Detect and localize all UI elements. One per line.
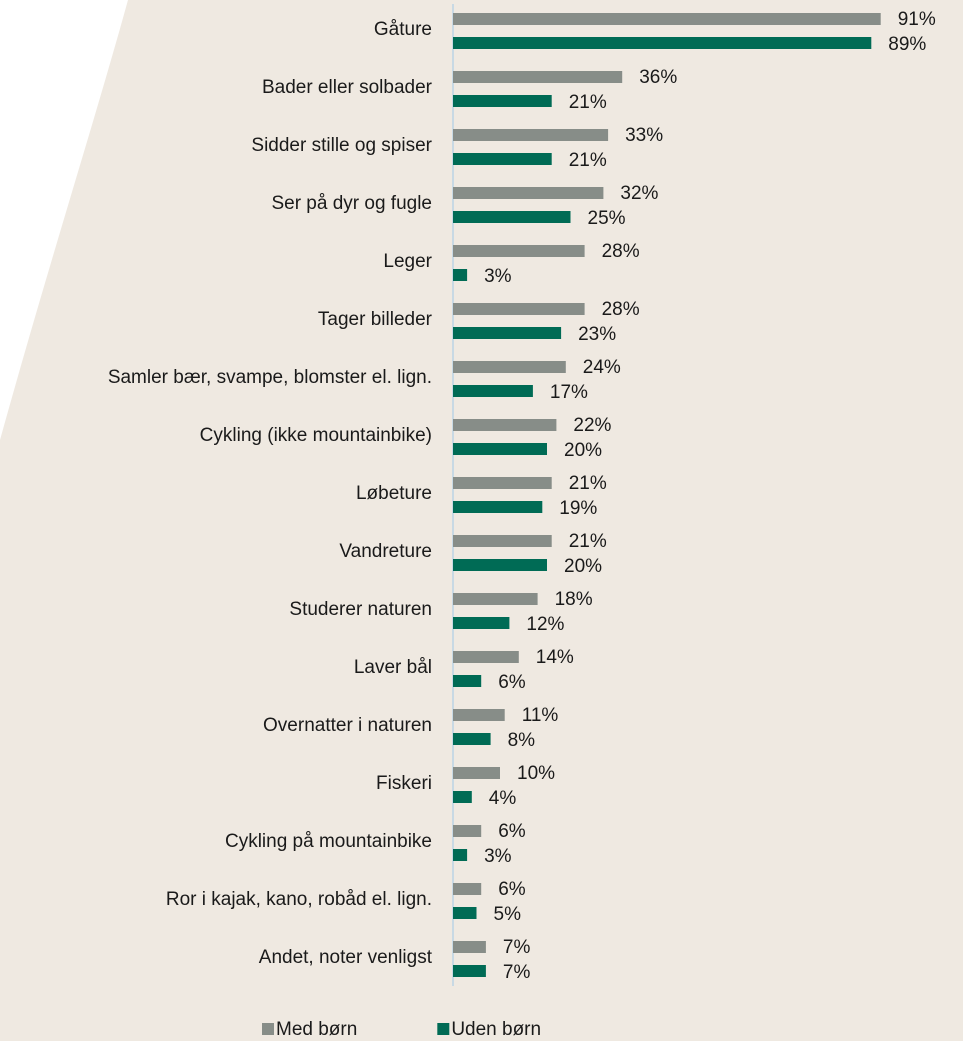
bar bbox=[453, 95, 552, 107]
bar bbox=[453, 37, 872, 49]
value-label: 8% bbox=[508, 730, 536, 751]
legend-label: Med børn bbox=[276, 1019, 357, 1040]
bar bbox=[453, 385, 533, 397]
category-label: Andet, noter venligst bbox=[259, 947, 433, 968]
category-label: Ser på dyr og fugle bbox=[271, 193, 432, 214]
category-label: Tager billeder bbox=[318, 309, 433, 330]
legend-swatch bbox=[437, 1023, 450, 1035]
value-label: 91% bbox=[898, 9, 936, 30]
value-label: 28% bbox=[602, 299, 640, 320]
bar bbox=[453, 245, 585, 257]
bar bbox=[453, 941, 486, 953]
category-label: Cykling (ikke mountainbike) bbox=[200, 425, 432, 446]
bar bbox=[453, 849, 468, 861]
value-label: 7% bbox=[503, 962, 531, 983]
bar bbox=[453, 825, 482, 837]
value-label: 7% bbox=[503, 937, 531, 958]
bar bbox=[453, 129, 609, 141]
value-label: 28% bbox=[602, 241, 640, 262]
legend-label: Uden børn bbox=[451, 1019, 541, 1040]
value-label: 32% bbox=[620, 183, 658, 204]
value-label: 21% bbox=[569, 531, 607, 552]
value-label: 21% bbox=[569, 473, 607, 494]
category-label: Sidder stille og spiser bbox=[251, 135, 432, 156]
bar bbox=[453, 907, 477, 919]
value-label: 21% bbox=[569, 92, 607, 113]
category-label: Ror i kajak, kano, robåd el. lign. bbox=[166, 889, 432, 910]
value-label: 89% bbox=[888, 34, 926, 55]
category-label: Bader eller solbader bbox=[262, 77, 433, 98]
bar bbox=[453, 443, 547, 455]
category-label: Studerer naturen bbox=[289, 599, 432, 620]
bar bbox=[453, 535, 552, 547]
value-label: 4% bbox=[489, 788, 517, 809]
bar bbox=[453, 733, 491, 745]
value-label: 5% bbox=[494, 904, 522, 925]
value-label: 6% bbox=[498, 672, 526, 693]
bar bbox=[453, 477, 552, 489]
value-label: 33% bbox=[625, 125, 663, 146]
category-label: Cykling på mountainbike bbox=[225, 831, 432, 852]
value-label: 23% bbox=[578, 324, 616, 345]
value-label: 22% bbox=[573, 415, 611, 436]
category-label: Vandreture bbox=[339, 541, 432, 562]
legend-swatch bbox=[262, 1023, 274, 1035]
bar bbox=[453, 767, 500, 779]
bar bbox=[453, 651, 519, 663]
bar bbox=[453, 187, 604, 199]
value-label: 18% bbox=[555, 589, 593, 610]
bar bbox=[453, 965, 486, 977]
value-label: 11% bbox=[522, 705, 559, 726]
category-label: Samler bær, svampe, blomster el. lign. bbox=[108, 367, 432, 388]
value-label: 3% bbox=[484, 266, 512, 287]
value-label: 17% bbox=[550, 382, 588, 403]
bar bbox=[453, 13, 881, 25]
bar bbox=[453, 617, 510, 629]
value-label: 6% bbox=[498, 879, 526, 900]
bar bbox=[453, 361, 566, 373]
bar bbox=[453, 153, 552, 165]
value-label: 6% bbox=[498, 821, 526, 842]
background-shape bbox=[0, 0, 128, 440]
bar bbox=[453, 709, 505, 721]
bar bbox=[453, 791, 472, 803]
value-label: 12% bbox=[526, 614, 564, 635]
value-label: 20% bbox=[564, 440, 602, 461]
bar bbox=[453, 593, 538, 605]
value-label: 21% bbox=[569, 150, 607, 171]
category-label: Overnatter i naturen bbox=[263, 715, 432, 736]
category-label: Laver bål bbox=[354, 657, 432, 678]
value-label: 25% bbox=[588, 208, 626, 229]
category-label: Løbeture bbox=[356, 483, 432, 504]
bar bbox=[453, 419, 557, 431]
bar bbox=[453, 883, 482, 895]
value-label: 14% bbox=[536, 647, 574, 668]
bar bbox=[453, 559, 547, 571]
bar bbox=[453, 71, 623, 83]
category-label: Fiskeri bbox=[376, 773, 432, 794]
category-label: Gåture bbox=[374, 19, 432, 40]
bar bbox=[453, 211, 571, 223]
value-label: 10% bbox=[517, 763, 555, 784]
bar bbox=[453, 269, 468, 281]
value-label: 36% bbox=[639, 67, 677, 88]
bar bbox=[453, 303, 585, 315]
value-label: 19% bbox=[559, 498, 597, 519]
bar bbox=[453, 327, 562, 339]
value-label: 20% bbox=[564, 556, 602, 577]
value-label: 24% bbox=[583, 357, 621, 378]
category-label: Leger bbox=[383, 251, 432, 272]
bar bbox=[453, 675, 482, 687]
bar bbox=[453, 501, 543, 513]
value-label: 3% bbox=[484, 846, 512, 867]
